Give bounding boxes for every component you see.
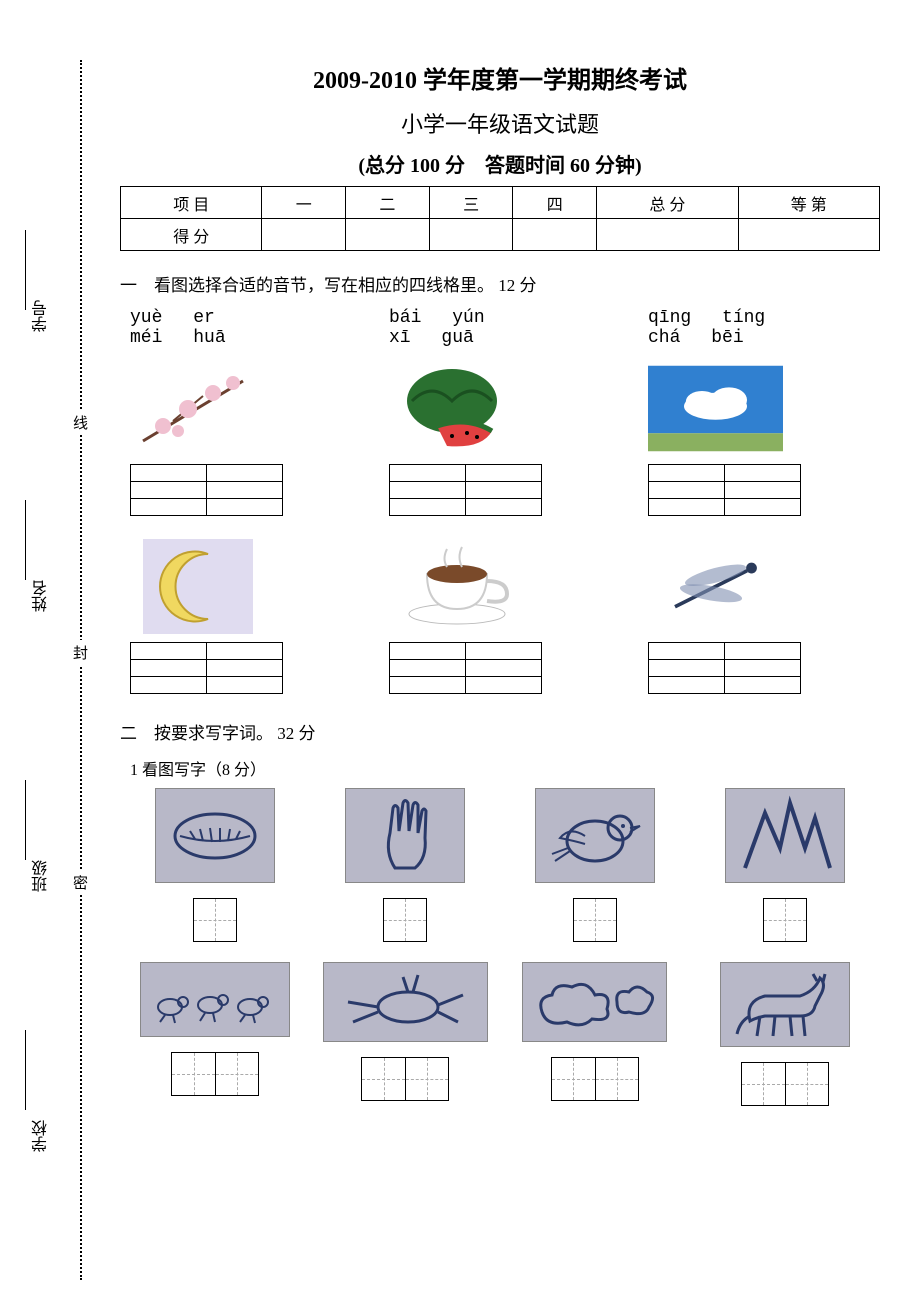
pinyin-row-1: yuè er bái yún qīng tíng [120, 308, 880, 328]
pinyin: yún [452, 308, 484, 328]
pinyin: xī [389, 328, 411, 348]
score-cell[interactable] [262, 219, 346, 251]
char-answer-double[interactable] [361, 1057, 449, 1101]
pinyin: bái [389, 308, 421, 328]
char-answer-double[interactable] [741, 1062, 829, 1106]
q2-row-1 [120, 788, 880, 942]
char-answer-box[interactable] [193, 898, 237, 942]
pinyin-answer-grid[interactable] [389, 642, 542, 694]
insects-icon [140, 962, 290, 1037]
label-school: 学校 [30, 1120, 54, 1152]
underline-3 [25, 780, 26, 860]
char-answer-box[interactable] [383, 898, 427, 942]
th-4: 四 [513, 187, 597, 219]
seal-xian: 线 [73, 410, 88, 435]
mountain-icon [725, 788, 845, 883]
exam-subtitle: 小学一年级语文试题 [120, 107, 880, 139]
score-table: 项 目 一 二 三 四 总 分 等 第 得 分 [120, 186, 880, 251]
pinyin: qīng [648, 308, 691, 328]
exam-title: 2009-2010 学年度第一学期期终考试 [120, 60, 880, 95]
score-cell[interactable] [429, 219, 513, 251]
pinyin-answer-grid[interactable] [389, 464, 542, 516]
score-cell[interactable] [346, 219, 430, 251]
pinyin: bēi [711, 328, 743, 348]
pinyin: chá [648, 328, 680, 348]
pinyin: méi [130, 328, 162, 348]
fold-line [80, 60, 82, 1280]
white-cloud-icon [648, 358, 783, 458]
underline-4 [25, 1030, 26, 1110]
bird-icon [535, 788, 655, 883]
q1-title: 一 看图选择合适的音节，写在相应的四线格里。 12 分 [120, 271, 880, 296]
seal-feng: 封 [73, 640, 88, 665]
main-content: 2009-2010 学年度第一学期期终考试 小学一年级语文试题 (总分 100 … [100, 60, 880, 1106]
char-answer-box[interactable] [573, 898, 617, 942]
plant-icon [323, 962, 488, 1042]
pinyin: huā [193, 328, 225, 348]
side-label-column: 学号 姓名 班级 学校 [20, 60, 80, 1260]
clouds-icon [522, 962, 667, 1042]
dragonfly-icon [648, 536, 783, 636]
underline-1 [25, 230, 26, 310]
char-answer-double[interactable] [171, 1052, 259, 1096]
q1-image-row-2 [120, 536, 880, 694]
moon-icon [130, 536, 265, 636]
pinyin-answer-grid[interactable] [648, 464, 801, 516]
score-cell[interactable] [738, 219, 879, 251]
tea-cup-icon [389, 536, 524, 636]
th-1: 一 [262, 187, 346, 219]
th-total: 总 分 [597, 187, 738, 219]
seal-mi: 密 [73, 870, 88, 895]
underline-2 [25, 500, 26, 580]
th-grade: 等 第 [738, 187, 879, 219]
td-score-label: 得 分 [121, 219, 262, 251]
label-class: 班级 [30, 860, 54, 892]
q2-sub1: 1 看图写字（8 分） [130, 756, 880, 780]
char-answer-box[interactable] [763, 898, 807, 942]
score-cell[interactable] [513, 219, 597, 251]
pinyin-answer-grid[interactable] [130, 642, 283, 694]
mouth-icon [155, 788, 275, 883]
char-answer-double[interactable] [551, 1057, 639, 1101]
pinyin: tíng [722, 308, 765, 328]
pinyin-answer-grid[interactable] [648, 642, 801, 694]
th-3: 三 [429, 187, 513, 219]
th-2: 二 [346, 187, 430, 219]
q1-image-row-1 [120, 358, 880, 516]
pinyin: yuè [130, 308, 162, 328]
pinyin: er [193, 308, 215, 328]
pinyin-row-2: méi huā xī guā chá bēi [120, 328, 880, 348]
score-cell[interactable] [597, 219, 738, 251]
plum-blossom-icon [130, 358, 265, 458]
th-item: 项 目 [121, 187, 262, 219]
exam-scoreinfo: (总分 100 分 答题时间 60 分钟) [120, 149, 880, 178]
hand-icon [345, 788, 465, 883]
q2-row-2 [120, 962, 880, 1106]
watermelon-icon [389, 358, 524, 458]
pinyin-answer-grid[interactable] [130, 464, 283, 516]
horse-icon [720, 962, 850, 1047]
label-student-id: 学号 [30, 300, 54, 332]
q2-title: 二 按要求写字词。 32 分 [120, 719, 880, 744]
pinyin: guā [441, 328, 473, 348]
label-name: 姓名 [30, 580, 54, 612]
